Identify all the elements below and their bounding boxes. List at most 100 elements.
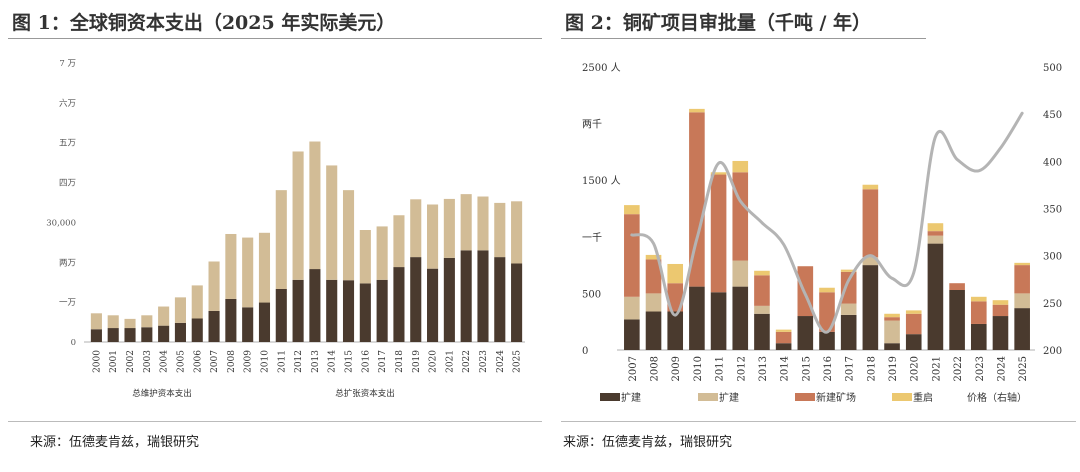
bar-maintenance-2023 xyxy=(477,250,489,342)
bar-expansion-2014 xyxy=(326,165,338,280)
bar-expansion-light-2017 xyxy=(840,303,857,315)
x-tick-label: 2021 xyxy=(931,356,942,381)
bar-expansion-dark-2008 xyxy=(645,311,662,350)
bar-maintenance-2003 xyxy=(141,327,153,342)
bar-expansion-dark-2019 xyxy=(884,343,900,350)
y-tick-label: 0 xyxy=(71,338,76,348)
bar-new-mine-2009 xyxy=(667,283,684,312)
bar-maintenance-2008 xyxy=(225,298,237,342)
bar-expansion-dark-2020 xyxy=(905,334,922,350)
bar-new-mine-2011 xyxy=(710,174,727,293)
legend-swatch xyxy=(892,393,912,401)
bar-restart-2009 xyxy=(667,263,684,284)
bar-new-mine-2018 xyxy=(862,189,879,258)
bar-maintenance-2000 xyxy=(90,329,102,342)
bar-restart-2017 xyxy=(840,269,857,272)
bar-expansion-light-2007 xyxy=(624,296,640,320)
bar-expansion-2022 xyxy=(460,194,472,251)
bar-new-mine-2025 xyxy=(1014,265,1030,294)
bar-new-mine-2016 xyxy=(819,292,835,332)
x-tick-label: 2022 xyxy=(462,350,472,373)
bar-new-mine-2017 xyxy=(840,271,857,304)
x-tick-label: 2006 xyxy=(193,350,203,373)
bar-expansion-dark-2023 xyxy=(970,323,987,350)
y-left-tick-label: 1500 人 xyxy=(582,175,621,187)
x-tick-label: 2012 xyxy=(294,350,304,373)
x-tick-label: 2003 xyxy=(143,350,153,373)
bar-expansion-2004 xyxy=(158,306,170,326)
x-tick-label: 2011 xyxy=(277,350,287,373)
x-tick-label: 2005 xyxy=(176,350,186,373)
bar-expansion-2017 xyxy=(376,226,388,280)
bar-expansion-2015 xyxy=(342,190,355,281)
bar-expansion-2000 xyxy=(90,313,102,330)
x-tick-label: 2007 xyxy=(210,350,220,373)
bar-new-mine-2023 xyxy=(970,301,987,324)
bar-maintenance-2013 xyxy=(309,269,321,342)
x-tick-label: 2010 xyxy=(260,350,270,373)
bar-new-mine-2024 xyxy=(992,304,1009,317)
bar-restart-2007 xyxy=(624,205,640,215)
bar-new-mine-2008 xyxy=(645,259,662,294)
bar-expansion-light-2019 xyxy=(884,320,900,344)
bar-expansion-dark-2009 xyxy=(667,311,684,350)
bar-new-mine-2010 xyxy=(689,112,705,287)
bar-restart-2012 xyxy=(732,160,749,173)
y-right-tick-label: 500 xyxy=(1043,63,1062,74)
x-tick-label: 2023 xyxy=(975,356,986,381)
bar-maintenance-2015 xyxy=(342,280,355,342)
legend-label: 新建矿场 xyxy=(816,391,856,404)
bar-expansion-2016 xyxy=(359,230,371,284)
figure-1-title-rule xyxy=(8,38,542,39)
bar-new-mine-2020 xyxy=(905,313,922,335)
bar-new-mine-2019 xyxy=(884,317,900,321)
legend-label: 扩建 xyxy=(621,391,641,404)
bar-new-mine-2021 xyxy=(927,231,944,236)
x-tick-label: 2018 xyxy=(395,350,405,373)
x-tick-label: 2007 xyxy=(628,356,639,381)
bar-expansion-2018 xyxy=(393,215,405,268)
x-tick-label: 2020 xyxy=(429,350,439,373)
bar-restart-2020 xyxy=(905,310,922,314)
x-tick-label: 2017 xyxy=(845,356,856,381)
bar-expansion-light-2012 xyxy=(732,260,749,287)
x-tick-label: 2009 xyxy=(671,356,682,381)
bar-expansion-2023 xyxy=(477,196,489,251)
bar-expansion-2005 xyxy=(174,297,186,323)
x-tick-label: 2020 xyxy=(910,356,921,381)
bar-restart-2025 xyxy=(1014,262,1030,266)
bar-expansion-2021 xyxy=(443,198,455,258)
bar-restart-2008 xyxy=(645,254,662,260)
bar-expansion-dark-2018 xyxy=(862,265,879,350)
legend-label: 扩建 xyxy=(719,391,739,404)
x-tick-label: 2013 xyxy=(311,350,321,373)
bar-expansion-2001 xyxy=(107,315,119,329)
bar-expansion-dark-2007 xyxy=(624,319,640,350)
y-left-tick-label: 一千 xyxy=(582,232,602,244)
x-tick-label: 2023 xyxy=(479,350,489,373)
bar-restart-2019 xyxy=(884,313,900,318)
legend-label: 价格（右轴） xyxy=(967,391,1027,404)
bar-expansion-dark-2015 xyxy=(797,316,814,350)
bar-restart-2011 xyxy=(710,172,727,175)
x-tick-label: 2000 xyxy=(92,350,102,373)
figure-1-title: 图 1：全球铜资本支出（2025 年实际美元） xyxy=(12,12,396,34)
bar-maintenance-2009 xyxy=(242,307,254,342)
bar-maintenance-2019 xyxy=(410,257,422,342)
bar-expansion-2012 xyxy=(292,151,304,280)
y-left-tick-label: 0 xyxy=(582,346,588,357)
x-tick-label: 2014 xyxy=(780,356,791,381)
y-tick-label: 7 万 xyxy=(59,59,76,69)
bar-maintenance-2002 xyxy=(124,328,136,342)
x-tick-label: 2024 xyxy=(996,356,1007,381)
y-tick-label: 五万 xyxy=(59,139,76,149)
figure-2-source-rule xyxy=(561,421,1076,422)
y-right-tick-label: 300 xyxy=(1043,252,1062,263)
x-tick-label: 2022 xyxy=(953,356,964,381)
x-tick-label: 2015 xyxy=(345,350,355,373)
x-tick-label: 2025 xyxy=(1018,356,1029,381)
x-tick-label: 2004 xyxy=(160,350,170,373)
figure-1-chart: 0 一万 两万 30,000 四万 五万 六万 7 万 2000 2001 2002 2003 2004… xyxy=(46,59,525,399)
bar-expansion-2002 xyxy=(124,318,136,329)
x-tick-label: 2014 xyxy=(328,350,338,373)
